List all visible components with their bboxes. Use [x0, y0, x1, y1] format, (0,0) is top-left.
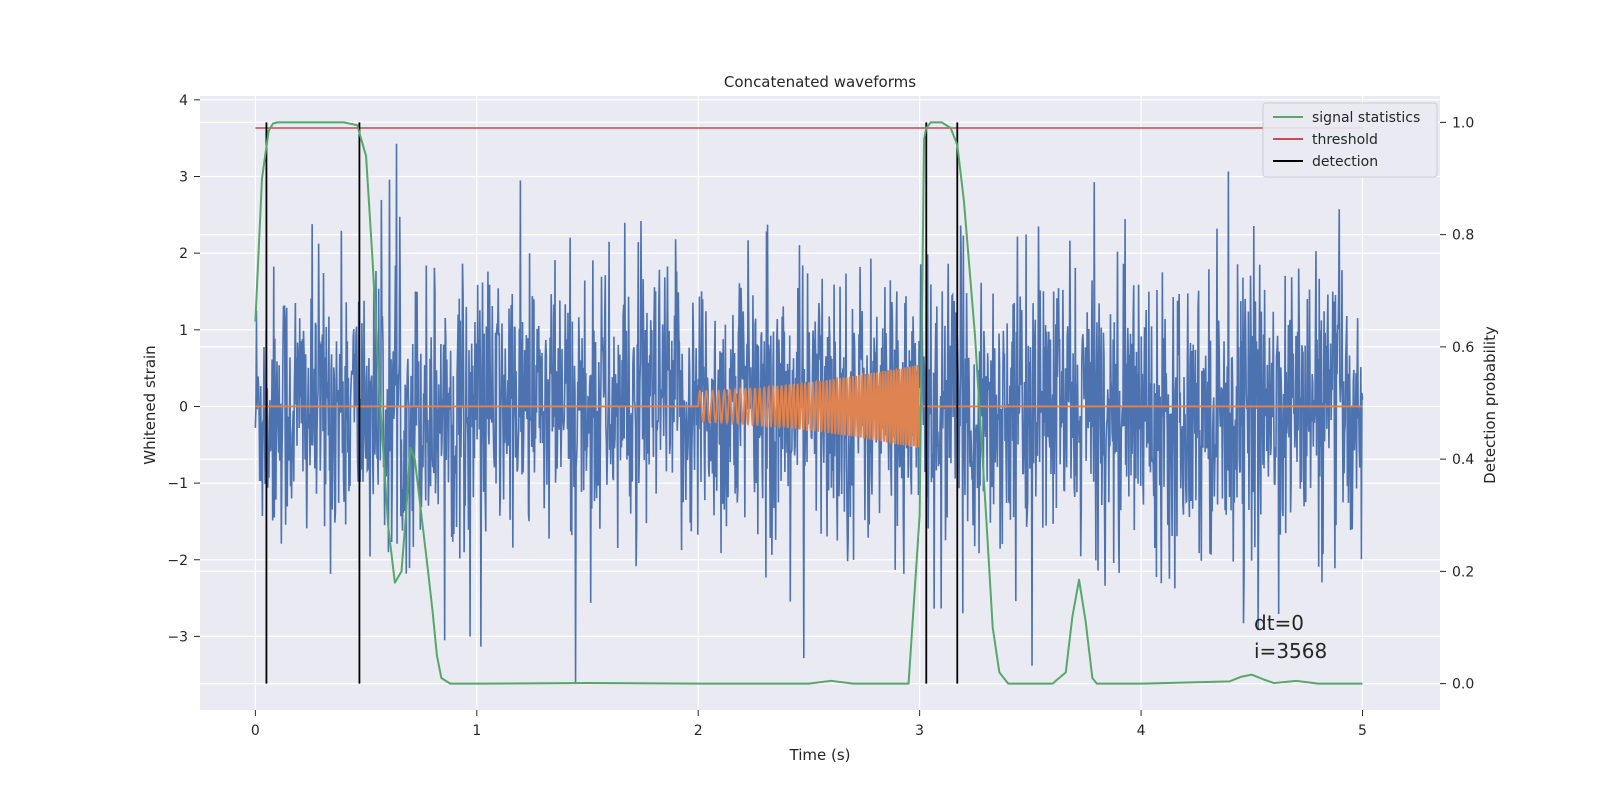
legend-box [1262, 102, 1438, 178]
y-tick-label: 4 [179, 93, 188, 109]
y2-tick-label: 0.0 [1452, 677, 1474, 693]
legend-label-threshold: threshold [1312, 132, 1378, 148]
y-tick-label: 2 [179, 246, 188, 262]
noise-line [254, 143, 1364, 683]
y2-tick-label: 0.8 [1452, 228, 1474, 244]
legend-label-signal-statistics: signal statistics [1312, 110, 1420, 126]
y2-tick-label: 0.2 [1452, 564, 1474, 580]
y2-tick-label: 0.4 [1452, 452, 1474, 468]
x-tick-label: 3 [915, 723, 924, 739]
y2-tick-label: 0.6 [1452, 340, 1474, 356]
x-tick-label: 2 [694, 723, 703, 739]
injected-waveform [255, 364, 1363, 449]
x-tick-label: 4 [1137, 723, 1146, 739]
axes: 0 1 2 3 4 5 −3 −2 −1 0 1 2 3 4 0.0 0.2 0.4 0.6 0.8 1.0 [167, 93, 1474, 739]
annotation: dt=0 i=3568 [1254, 611, 1327, 663]
signal-statistics-line [254, 121, 1363, 685]
y2-axis-label: Detection probability [1481, 326, 1499, 484]
chart-title: Concatenated waveforms [724, 73, 916, 91]
x-axis-label: Time (s) [789, 746, 851, 764]
legend: signal statistics threshold detection [1262, 102, 1438, 178]
y-tick-label: 0 [179, 399, 188, 415]
annotation-index: i=3568 [1254, 639, 1327, 663]
y-tick-label: −2 [167, 553, 188, 569]
annotation-dt: dt=0 [1254, 611, 1304, 635]
y-tick-label: 3 [179, 169, 188, 185]
y-tick-label: −1 [167, 476, 188, 492]
y-tick-label: 1 [179, 323, 188, 339]
y2-tick-label: 1.0 [1452, 115, 1474, 131]
statistics-layer [254, 121, 1363, 685]
x-tick-label: 1 [472, 723, 481, 739]
x-tick-label: 5 [1358, 723, 1367, 739]
noise-waveform [254, 143, 1364, 683]
legend-label-detection: detection [1312, 154, 1378, 170]
y-axis-label: Whitened strain [141, 345, 159, 464]
injection-line [255, 364, 1363, 449]
y-tick-label: −3 [167, 629, 188, 645]
x-tick-label: 0 [251, 723, 260, 739]
